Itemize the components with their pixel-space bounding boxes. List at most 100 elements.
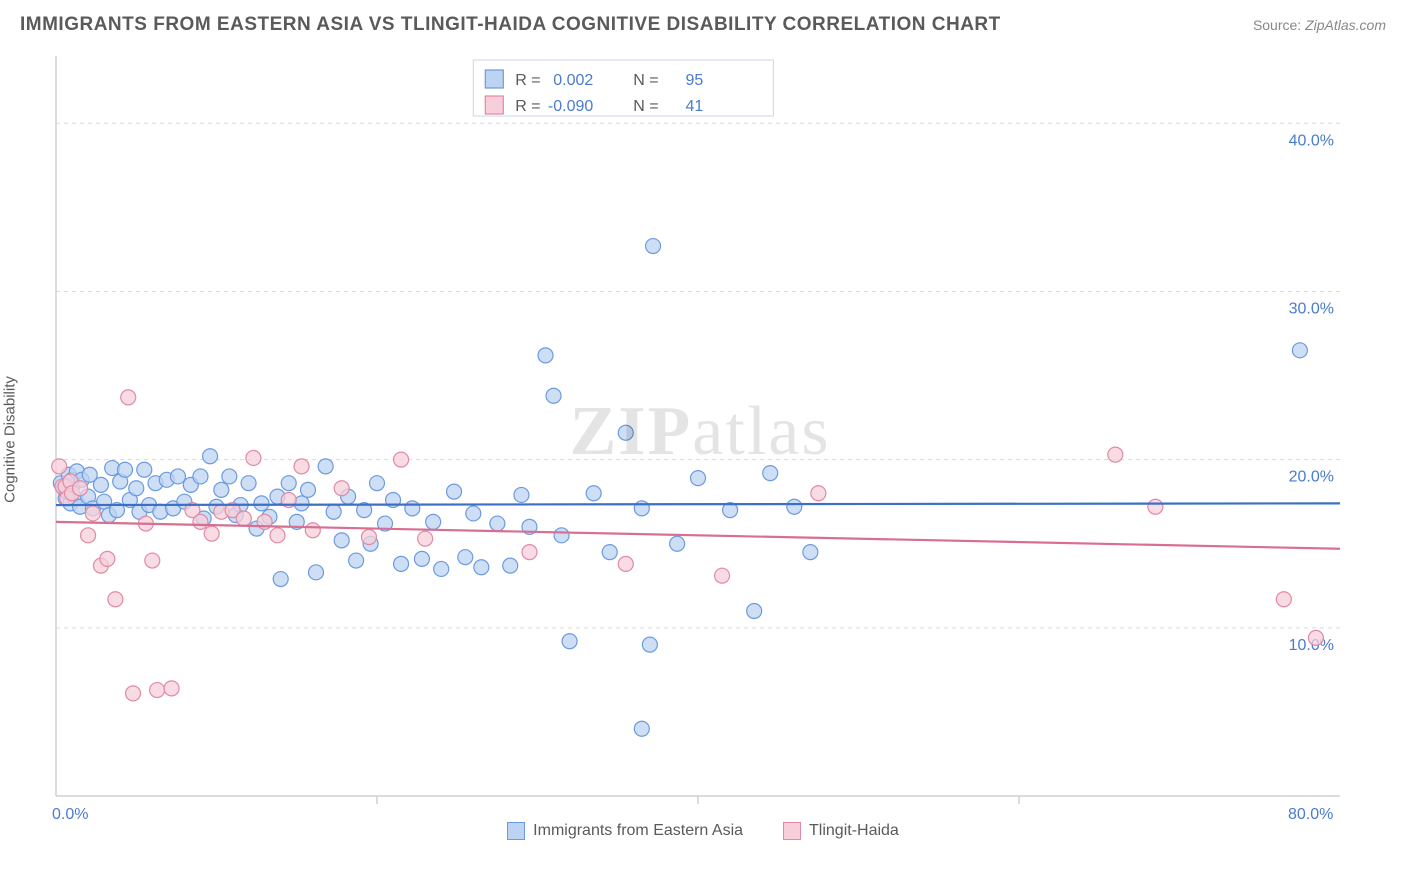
data-point: [100, 551, 115, 566]
legend-swatch-s2: [783, 822, 801, 840]
data-point: [405, 501, 420, 516]
data-point: [490, 516, 505, 531]
stats-n-value: 41: [686, 98, 704, 115]
data-point: [236, 511, 251, 526]
data-point: [747, 604, 762, 619]
data-point: [394, 452, 409, 467]
data-point: [281, 476, 296, 491]
scatter-chart: 10.0%20.0%30.0%40.0%R =0.002N =95R =-0.0…: [20, 46, 1350, 816]
data-point: [787, 499, 802, 514]
data-point: [618, 556, 633, 571]
data-point: [1308, 630, 1323, 645]
data-point: [715, 568, 730, 583]
data-point: [164, 681, 179, 696]
data-point: [634, 501, 649, 516]
data-point: [108, 592, 123, 607]
data-point: [426, 514, 441, 529]
stats-n-label: N =: [633, 72, 658, 89]
data-point: [121, 390, 136, 405]
source-label: Source:: [1253, 17, 1301, 33]
header: IMMIGRANTS FROM EASTERN ASIA VS TLINGIT-…: [0, 0, 1406, 46]
data-point: [334, 533, 349, 548]
data-point: [803, 545, 818, 560]
data-point: [129, 481, 144, 496]
data-point: [458, 550, 473, 565]
data-point: [214, 482, 229, 497]
data-point: [81, 528, 96, 543]
legend-label-s2: Tlingit-Haida: [809, 822, 899, 840]
chart-title: IMMIGRANTS FROM EASTERN ASIA VS TLINGIT-…: [20, 14, 1001, 36]
data-point: [503, 558, 518, 573]
data-point: [241, 476, 256, 491]
data-point: [546, 388, 561, 403]
data-point: [203, 449, 218, 464]
data-point: [273, 572, 288, 587]
data-point: [145, 553, 160, 568]
trend-line: [56, 522, 1340, 549]
y-tick-label: 20.0%: [1289, 469, 1334, 486]
legend-swatch-s1: [507, 822, 525, 840]
stats-swatch: [485, 70, 503, 88]
data-point: [514, 487, 529, 502]
data-point: [246, 450, 261, 465]
trend-line: [56, 503, 1340, 505]
data-point: [305, 523, 320, 538]
data-point: [309, 565, 324, 580]
data-point: [1292, 343, 1307, 358]
data-point: [334, 481, 349, 496]
y-tick-label: 30.0%: [1289, 300, 1334, 317]
data-point: [85, 506, 100, 521]
data-point: [118, 462, 133, 477]
data-point: [618, 425, 633, 440]
data-point: [602, 545, 617, 560]
legend-label-s1: Immigrants from Eastern Asia: [533, 822, 743, 840]
data-point: [300, 482, 315, 497]
stats-n-label: N =: [633, 98, 658, 115]
data-point: [1276, 592, 1291, 607]
data-point: [691, 471, 706, 486]
data-point: [562, 634, 577, 649]
data-point: [270, 528, 285, 543]
data-point: [670, 536, 685, 551]
stats-r-label: R =: [515, 98, 540, 115]
data-point: [1148, 499, 1163, 514]
data-point: [394, 556, 409, 571]
data-point: [254, 496, 269, 511]
data-point: [326, 504, 341, 519]
source-value: ZipAtlas.com: [1305, 17, 1386, 33]
data-point: [763, 466, 778, 481]
data-point: [447, 484, 462, 499]
data-point: [204, 526, 219, 541]
data-point: [349, 553, 364, 568]
y-tick-label: 40.0%: [1289, 132, 1334, 149]
data-point: [554, 528, 569, 543]
y-axis-label: Cognitive Disability: [2, 376, 19, 503]
data-point: [538, 348, 553, 363]
data-point: [150, 683, 165, 698]
data-point: [73, 481, 88, 496]
stats-swatch: [485, 96, 503, 114]
data-point: [97, 494, 112, 509]
data-point: [193, 469, 208, 484]
data-point: [414, 551, 429, 566]
legend-item-s2: Tlingit-Haida: [783, 822, 899, 840]
data-point: [318, 459, 333, 474]
data-point: [466, 506, 481, 521]
chart-area: Cognitive Disability 10.0%20.0%30.0%40.0…: [20, 46, 1386, 816]
data-point: [126, 686, 141, 701]
bottom-legend: Immigrants from Eastern Asia Tlingit-Hai…: [0, 822, 1406, 840]
source-attribution: Source: ZipAtlas.com: [1253, 17, 1386, 33]
data-point: [361, 530, 376, 545]
stats-r-value: -0.090: [548, 98, 593, 115]
data-point: [1108, 447, 1123, 462]
x-axis-min-label: 0.0%: [52, 806, 88, 824]
data-point: [522, 545, 537, 560]
data-point: [474, 560, 489, 575]
data-point: [418, 531, 433, 546]
data-point: [294, 459, 309, 474]
data-point: [170, 469, 185, 484]
data-point: [642, 637, 657, 652]
data-point: [52, 459, 67, 474]
stats-n-value: 95: [686, 72, 704, 89]
stats-r-value: 0.002: [553, 72, 593, 89]
